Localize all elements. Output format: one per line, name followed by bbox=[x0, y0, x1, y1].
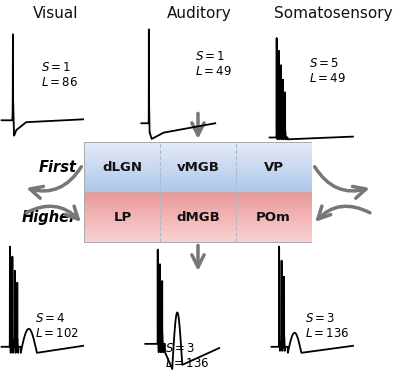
FancyArrowPatch shape bbox=[315, 167, 366, 198]
Text: First: First bbox=[39, 160, 77, 175]
Text: VP: VP bbox=[264, 161, 284, 174]
Text: $S = 4$
$L = 102$: $S = 4$ $L = 102$ bbox=[35, 312, 80, 340]
FancyArrowPatch shape bbox=[26, 206, 78, 219]
Text: Higher: Higher bbox=[22, 210, 77, 225]
Text: $S = 5$
$L = 49$: $S = 5$ $L = 49$ bbox=[309, 57, 346, 85]
Text: $S = 3$
$L = 136$: $S = 3$ $L = 136$ bbox=[165, 342, 210, 370]
Text: Somatosensory: Somatosensory bbox=[273, 6, 392, 21]
Text: vMGB: vMGB bbox=[177, 161, 219, 174]
FancyArrowPatch shape bbox=[30, 167, 81, 198]
FancyArrowPatch shape bbox=[318, 206, 370, 219]
Text: Auditory: Auditory bbox=[167, 6, 231, 21]
Text: dMGB: dMGB bbox=[176, 210, 220, 224]
Text: $S = 3$
$L = 136$: $S = 3$ $L = 136$ bbox=[305, 312, 350, 340]
Text: $S = 1$
$L = 86$: $S = 1$ $L = 86$ bbox=[41, 61, 78, 89]
Text: LP: LP bbox=[113, 210, 132, 224]
Text: $S = 1$
$L = 49$: $S = 1$ $L = 49$ bbox=[195, 50, 232, 78]
Text: dLGN: dLGN bbox=[102, 161, 143, 174]
Text: POm: POm bbox=[256, 210, 291, 224]
Text: Visual: Visual bbox=[32, 6, 78, 21]
